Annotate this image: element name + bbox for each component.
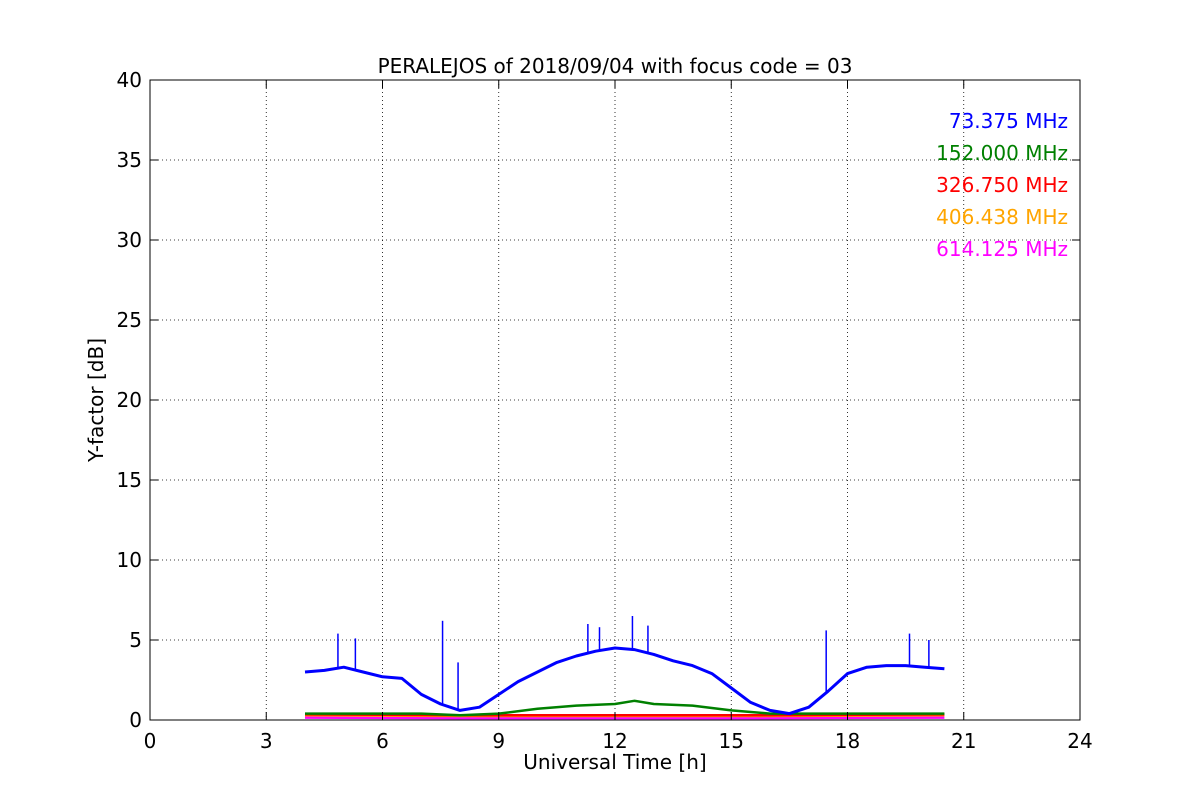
y-tick-label: 40 (117, 68, 142, 92)
y-tick-label: 35 (117, 148, 142, 172)
legend-entry: 614.125 MHz (936, 237, 1068, 261)
y-tick-label: 30 (117, 228, 142, 252)
y-tick-label: 15 (117, 468, 142, 492)
x-axis-label: Universal Time [h] (523, 750, 706, 774)
y-tick-label: 10 (117, 548, 142, 572)
series-lines (304, 616, 945, 720)
x-tick-label: 9 (492, 729, 505, 753)
x-tick-label: 21 (951, 729, 976, 753)
axis-ticks: 0 3 6 9 12 15 18 21 24 0 5 10 15 20 25 30 35 40 (117, 68, 1093, 753)
x-tick-label: 6 (376, 729, 389, 753)
legend-entry: 73.375 MHz (949, 109, 1068, 133)
x-tick-label: 18 (835, 729, 860, 753)
x-tick-label: 15 (719, 729, 744, 753)
x-tick-label: 24 (1067, 729, 1092, 753)
y-tick-label: 20 (117, 388, 142, 412)
series-line-73-375-mhz (304, 646, 945, 716)
y-tick-label: 5 (129, 628, 142, 652)
y-tick-label: 0 (129, 708, 142, 732)
series-line-614-125-mhz (304, 716, 945, 720)
x-tick-label: 12 (602, 729, 627, 753)
x-tick-label: 0 (144, 729, 157, 753)
series-line-152-000-mhz (305, 699, 945, 717)
legend-entry: 326.750 MHz (936, 173, 1068, 197)
x-tick-label: 3 (260, 729, 273, 753)
legend-entry: 406.438 MHz (936, 205, 1068, 229)
grid-lines (150, 80, 1080, 720)
legend: 73.375 MHz 152.000 MHz 326.750 MHz 406.438 … (936, 109, 1068, 261)
y-axis-label: Y-factor [dB] (84, 338, 108, 463)
chart-title: PERALEJOS of 2018/09/04 with focus code … (378, 54, 853, 78)
legend-entry: 152.000 MHz (936, 141, 1068, 165)
y-tick-label: 25 (117, 308, 142, 332)
